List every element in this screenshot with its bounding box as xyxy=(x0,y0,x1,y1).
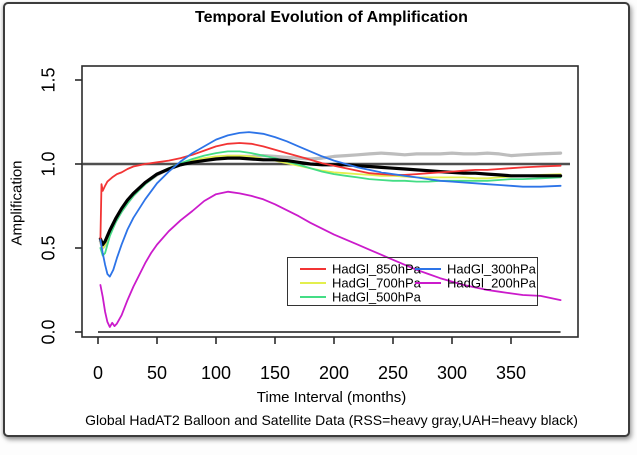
legend-swatch-icon xyxy=(300,295,326,298)
legend-item-HadGl_700hPa: HadGl_700hPa xyxy=(300,276,421,290)
y-tick-label-text: 0.5 xyxy=(38,235,59,261)
x-tick-label-250: 250 xyxy=(377,363,409,383)
x-tick-label-200: 200 xyxy=(318,363,350,383)
legend-item-HadGl_200hPa: HadGl_200hPa xyxy=(415,276,536,290)
series-line-HadGl_500hPa xyxy=(99,150,562,257)
x-tick-label-100: 100 xyxy=(200,363,232,383)
legend-item-HadGl_500hPa: HadGl_500hPa xyxy=(300,290,421,304)
legend-label: HadGl_700hPa xyxy=(332,275,421,291)
legend-label: HadGl_850hPa xyxy=(332,261,421,277)
x-axis-title: Time Interval (months) xyxy=(256,389,407,406)
legend-swatch-icon xyxy=(415,281,441,284)
series-line-HadGl_850hPa xyxy=(99,142,562,241)
y-tick-label-text: 1.5 xyxy=(38,67,59,93)
x-tick-label-300: 300 xyxy=(436,363,468,383)
chart-title: Temporal Evolution of Amplification xyxy=(195,9,468,26)
series-line-UAH xyxy=(98,156,563,247)
series-line-HadGl_200hPa xyxy=(99,190,562,328)
x-tick-label-0: 0 xyxy=(92,363,104,383)
legend-label: HadGl_200hPa xyxy=(447,275,536,291)
legend-label: HadGl_500hPa xyxy=(332,289,421,305)
x-tick-label-150: 150 xyxy=(259,363,291,383)
plot-box xyxy=(81,65,579,338)
y-tick-label-text: 1.0 xyxy=(38,151,59,177)
y-tick-label-text: 0.0 xyxy=(38,319,59,345)
legend-swatch-icon xyxy=(300,267,326,270)
legend-swatch-icon xyxy=(415,267,441,270)
legend-item-HadGl_850hPa: HadGl_850hPa xyxy=(300,262,421,276)
series-line-HadGl_300hPa xyxy=(99,131,562,278)
x-tick-label-50: 50 xyxy=(146,363,168,383)
legend-swatch-icon xyxy=(300,281,326,284)
legend-label: HadGl_300hPa xyxy=(447,261,536,277)
y-axis-title-text: Amplification xyxy=(8,160,26,246)
x-tick-label-350: 350 xyxy=(495,363,527,383)
legend-item-HadGl_300hPa: HadGl_300hPa xyxy=(415,262,536,276)
legend-box: HadGl_850hPa HadGl_700hPa HadGl_500hPa HadG… xyxy=(287,257,538,306)
plot-frame xyxy=(3,2,630,437)
caption: Global HadAT2 Balloon and Satellite Data… xyxy=(85,412,578,428)
